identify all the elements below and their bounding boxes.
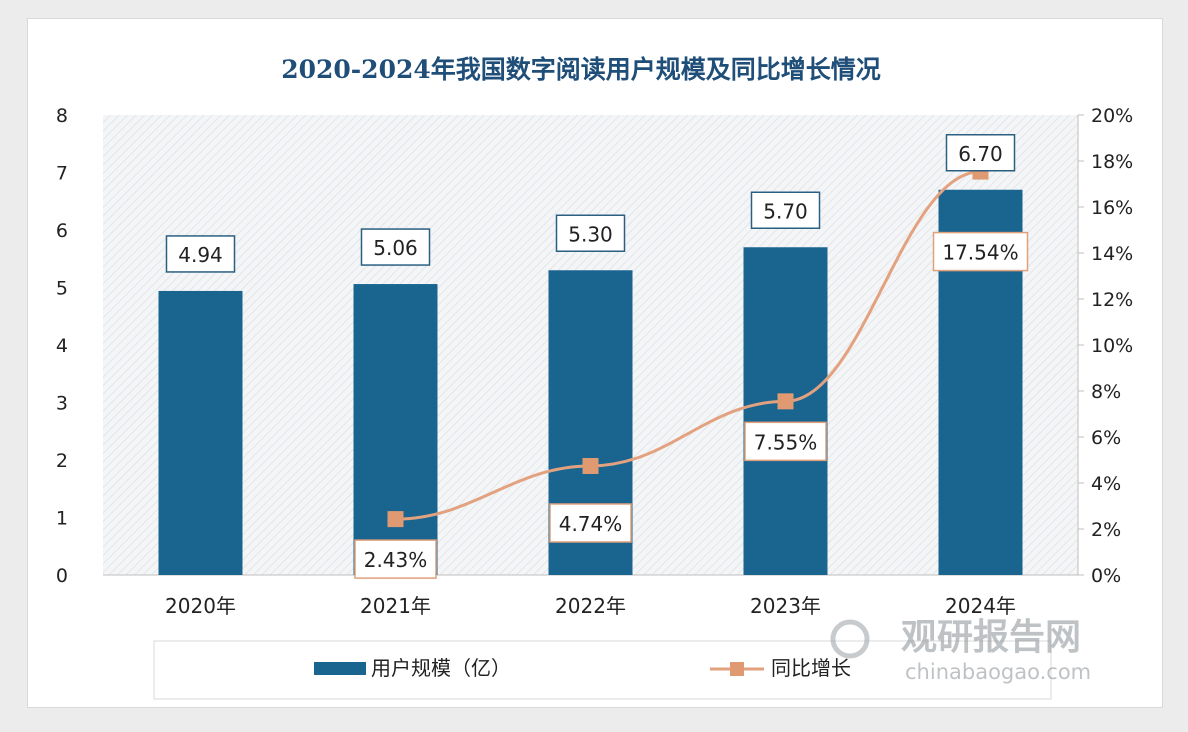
y-left-tick-label: 6 bbox=[56, 220, 68, 242]
growth-value-label: 17.54% bbox=[942, 241, 1018, 265]
y-right-tick-label: 16% bbox=[1091, 197, 1133, 219]
y-left-tick-label: 8 bbox=[56, 105, 68, 127]
legend-bar-label: 用户规模（亿） bbox=[371, 656, 511, 680]
y-right-tick-label: 10% bbox=[1091, 335, 1133, 357]
growth-value-label-box bbox=[744, 421, 827, 462]
y-right-tick-label: 18% bbox=[1091, 151, 1133, 173]
watermark-url: chinabaogao.com bbox=[905, 660, 1091, 684]
chart-title: 2020-2024年我国数字阅读用户规模及同比增长情况 bbox=[281, 55, 881, 84]
y-left-tick-label: 5 bbox=[56, 278, 68, 300]
bar-value-label-box bbox=[360, 228, 431, 266]
y-right-tick-label: 12% bbox=[1091, 289, 1133, 311]
growth-value-label: 2.43% bbox=[364, 548, 428, 572]
bar-value-label: 5.30 bbox=[568, 222, 613, 246]
bar-value-label: 5.06 bbox=[373, 236, 418, 260]
growth-marker-2021年 bbox=[387, 511, 404, 528]
watermark-icon bbox=[830, 619, 870, 659]
y-right-tick-label: 20% bbox=[1091, 105, 1133, 127]
bar-value-label-box bbox=[555, 214, 626, 252]
y-left-tick-label: 0 bbox=[56, 565, 68, 587]
growth-marker-2022年 bbox=[582, 457, 599, 474]
bar-value-label: 6.70 bbox=[958, 142, 1003, 166]
x-tick-label: 2023年 bbox=[750, 594, 821, 618]
growth-value-label-box bbox=[549, 503, 632, 543]
y-left-tick-label: 3 bbox=[56, 393, 68, 415]
legend-line-label: 同比增长 bbox=[771, 656, 851, 680]
y-right-tick-label: 0% bbox=[1091, 565, 1121, 587]
bar-value-label-box bbox=[165, 235, 236, 273]
growth-value-label: 7.55% bbox=[754, 430, 818, 454]
y-right-tick-label: 8% bbox=[1091, 381, 1121, 403]
x-tick-label: 2021年 bbox=[360, 594, 431, 618]
y-left-tick-label: 7 bbox=[56, 163, 68, 185]
y-right-tick-label: 6% bbox=[1091, 427, 1121, 449]
chart-frame: 2020-2024年我国数字阅读用户规模及同比增长情况 0 1 2 3 4 5 6 7 8 0%… bbox=[27, 18, 1163, 708]
bar-2020年 bbox=[158, 290, 243, 575]
y-right-tick-label: 14% bbox=[1091, 243, 1133, 265]
legend-box bbox=[153, 640, 1052, 700]
bar-value-label-box bbox=[750, 191, 821, 229]
x-tick-label: 2022年 bbox=[555, 594, 626, 618]
x-tick-label: 2020年 bbox=[165, 594, 236, 618]
growth-marker-2023年 bbox=[777, 393, 794, 410]
growth-line bbox=[395, 170, 981, 521]
y-right-tick-label: 2% bbox=[1091, 519, 1121, 541]
legend-line-marker bbox=[730, 662, 744, 676]
y-left-tick-label: 1 bbox=[56, 508, 68, 530]
y-left-tick-label: 2 bbox=[56, 450, 68, 472]
bar-value-label: 5.70 bbox=[763, 199, 808, 223]
bar-value-label: 4.94 bbox=[178, 243, 223, 267]
bar-2023年 bbox=[743, 247, 828, 575]
growth-value-label-box bbox=[932, 231, 1029, 272]
chart-canvas: 2020-2024年我国数字阅读用户规模及同比增长情况 0 1 2 3 4 5 6 7 8 0%… bbox=[56, 55, 1133, 700]
y-right-tick-label: 4% bbox=[1091, 473, 1121, 495]
growth-value-label: 4.74% bbox=[559, 512, 623, 536]
watermark-name: 观研报告网 bbox=[901, 617, 1081, 658]
bar-value-label-box bbox=[945, 134, 1016, 172]
legend-bar-swatch bbox=[314, 662, 366, 675]
x-tick-label: 2024年 bbox=[945, 594, 1016, 618]
growth-value-label-box bbox=[354, 539, 437, 579]
bar-2021年 bbox=[353, 284, 438, 575]
watermark-logo: 观研报告网 chinabaogao.com bbox=[830, 617, 1091, 684]
y-left-tick-label: 4 bbox=[56, 335, 68, 357]
